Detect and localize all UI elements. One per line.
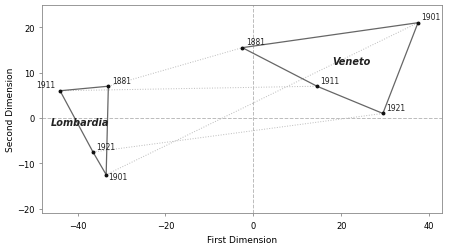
Text: 1911: 1911 xyxy=(36,81,56,90)
Text: 1901: 1901 xyxy=(108,173,128,182)
Text: Veneto: Veneto xyxy=(332,56,371,66)
Text: 1911: 1911 xyxy=(321,76,339,86)
Text: 1921: 1921 xyxy=(97,142,116,151)
X-axis label: First Dimension: First Dimension xyxy=(207,236,277,244)
Text: 1881: 1881 xyxy=(246,38,265,47)
Text: 1921: 1921 xyxy=(387,104,405,113)
Text: 1881: 1881 xyxy=(112,76,131,86)
Text: Lombardia: Lombardia xyxy=(51,117,110,127)
Y-axis label: Second Dimension: Second Dimension xyxy=(5,68,14,152)
Text: 1901: 1901 xyxy=(422,13,441,22)
